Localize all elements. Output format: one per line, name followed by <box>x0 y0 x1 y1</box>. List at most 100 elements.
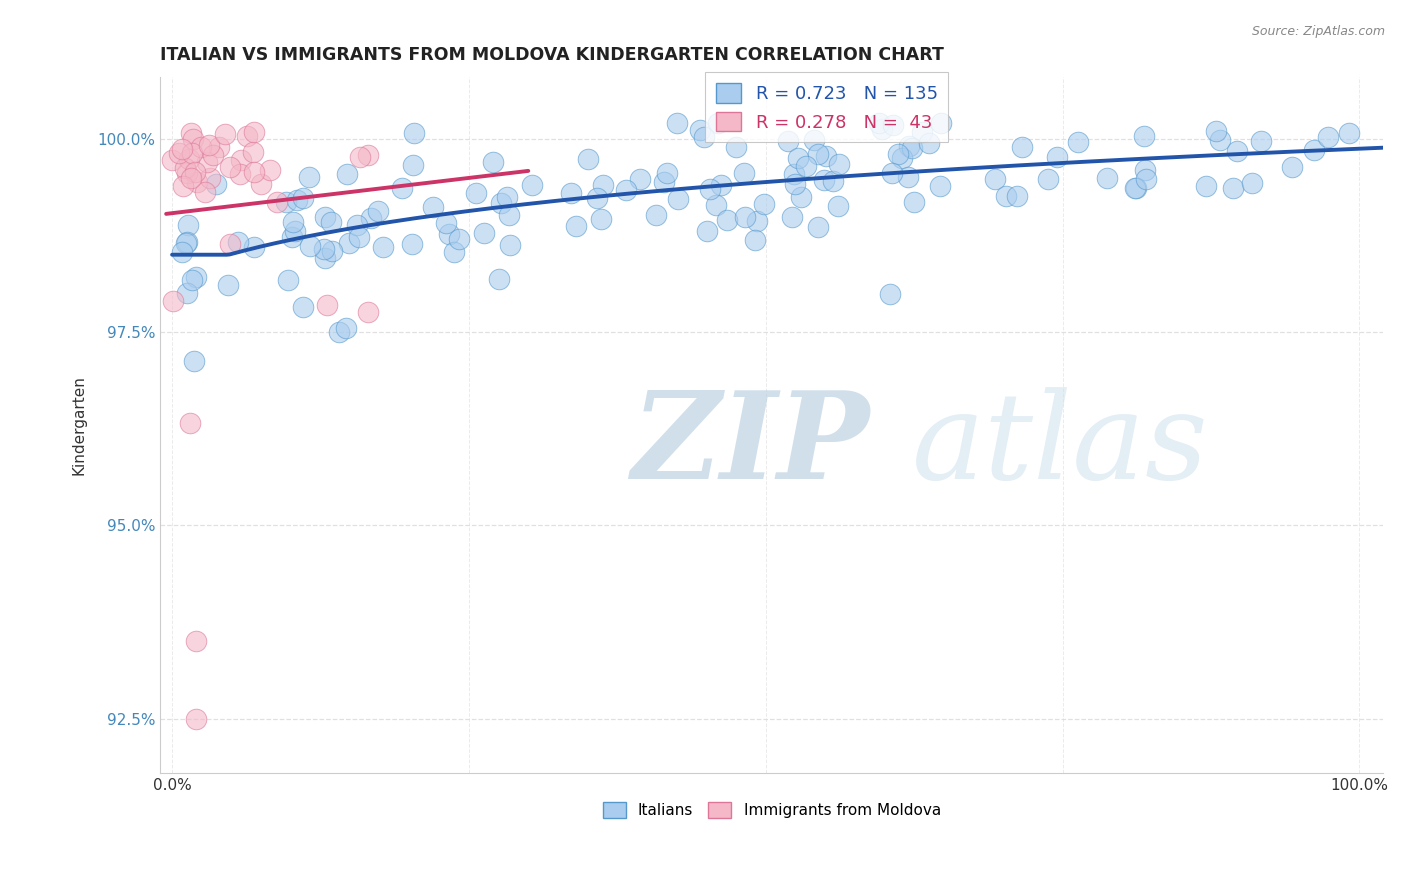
Point <box>929 116 952 130</box>
Legend: Italians, Immigrants from Moldova: Italians, Immigrants from Moldova <box>596 796 946 824</box>
Point <box>284 223 307 237</box>
Point <box>803 133 825 147</box>
Point <box>897 138 920 153</box>
Point <box>447 232 470 246</box>
Point <box>236 129 259 144</box>
Point <box>357 304 380 318</box>
Point <box>194 185 217 199</box>
Point <box>807 146 830 161</box>
Point <box>186 175 208 189</box>
Point <box>565 219 588 233</box>
Point <box>745 213 768 227</box>
Point <box>297 170 319 185</box>
Point <box>1195 178 1218 193</box>
Point <box>180 170 202 185</box>
Point <box>786 151 808 165</box>
Point <box>292 300 315 314</box>
Point <box>401 236 423 251</box>
Point <box>794 159 817 173</box>
Point <box>699 182 721 196</box>
Point <box>183 132 205 146</box>
Point <box>292 191 315 205</box>
Point <box>184 269 207 284</box>
Point <box>1209 133 1232 147</box>
Point <box>828 157 851 171</box>
Point <box>499 238 522 252</box>
Point <box>882 118 904 132</box>
Point <box>404 127 426 141</box>
Point <box>482 155 505 169</box>
Point <box>744 233 766 247</box>
Point <box>827 199 849 213</box>
Point <box>183 354 205 368</box>
Point <box>321 244 343 258</box>
Point <box>208 140 231 154</box>
Point <box>644 208 666 222</box>
Text: atlas: atlas <box>912 387 1209 504</box>
Point <box>778 134 800 148</box>
Point <box>882 165 904 179</box>
Point <box>901 141 924 155</box>
Point <box>655 166 678 180</box>
Point <box>214 127 236 141</box>
Point <box>586 191 609 205</box>
Point <box>229 153 252 167</box>
Point <box>903 194 925 209</box>
Point <box>162 294 184 309</box>
Point <box>198 170 221 185</box>
Point <box>176 235 198 249</box>
Point <box>815 149 838 163</box>
Point <box>496 190 519 204</box>
Point <box>356 148 378 162</box>
Point <box>1222 181 1244 195</box>
Point <box>560 186 582 200</box>
Point <box>1302 143 1324 157</box>
Point <box>184 712 207 726</box>
Point <box>328 326 350 340</box>
Point <box>167 146 190 161</box>
Point <box>1125 181 1147 195</box>
Point <box>315 298 337 312</box>
Point <box>823 174 845 188</box>
Point <box>321 215 343 229</box>
Point <box>250 177 273 191</box>
Point <box>422 200 444 214</box>
Point <box>219 236 242 251</box>
Point <box>335 321 357 335</box>
Point <box>172 178 194 193</box>
Point <box>1007 188 1029 202</box>
Point <box>174 161 197 175</box>
Point <box>242 240 264 254</box>
Point <box>879 287 901 301</box>
Point <box>314 251 336 265</box>
Point <box>360 211 382 226</box>
Point <box>184 634 207 648</box>
Point <box>195 155 218 169</box>
Point <box>176 235 198 250</box>
Point <box>218 160 240 174</box>
Point <box>576 152 599 166</box>
Point <box>665 116 688 130</box>
Point <box>314 211 336 225</box>
Point <box>1205 124 1227 138</box>
Point <box>785 178 807 192</box>
Point <box>1067 135 1090 149</box>
Point <box>443 245 465 260</box>
Point <box>314 243 336 257</box>
Point <box>887 147 910 161</box>
Text: Source: ZipAtlas.com: Source: ZipAtlas.com <box>1251 25 1385 38</box>
Point <box>181 273 204 287</box>
Point <box>176 218 198 232</box>
Point <box>277 272 299 286</box>
Point <box>692 130 714 145</box>
Point <box>1281 160 1303 174</box>
Point <box>752 197 775 211</box>
Point <box>1045 150 1067 164</box>
Point <box>995 188 1018 202</box>
Point <box>349 150 371 164</box>
Point <box>184 164 207 178</box>
Point <box>285 193 308 207</box>
Point <box>890 151 912 165</box>
Point <box>1226 145 1249 159</box>
Point <box>628 172 651 186</box>
